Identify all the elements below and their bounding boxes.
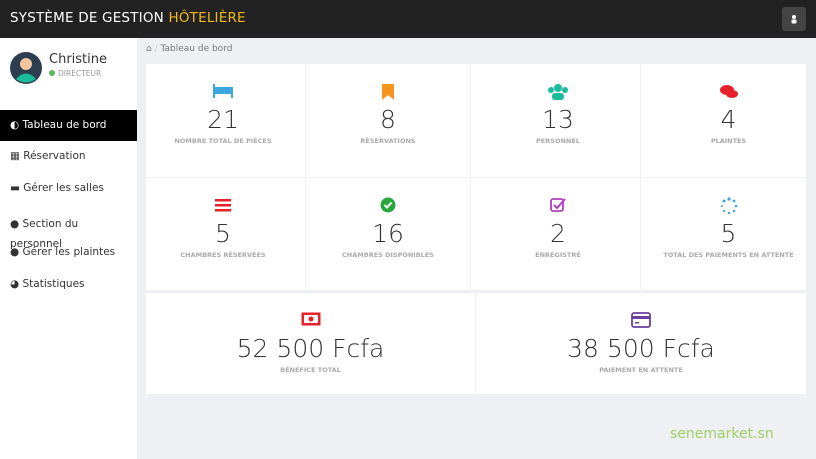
menu-item[interactable]: ● Gérer les plaintes — [10, 246, 116, 258]
stat-label: CHAMBRES DISPONIBLES — [342, 251, 434, 259]
total-value: 52 500 Fcfa — [236, 334, 385, 363]
menu-item[interactable]: ◕ Statistiques — [10, 278, 85, 290]
total-label: PAIEMENT EN ATTENTE — [599, 366, 683, 374]
role: DIRECTEUR — [58, 69, 102, 78]
total-label: BÉNÉFICE TOTAL — [280, 366, 341, 374]
stat-label: NOMBRE TOTAL DE PIÈCES — [174, 137, 272, 145]
menu-item[interactable]: ● Section du personnel — [10, 218, 79, 250]
check-icon — [380, 197, 396, 213]
bookmark-icon — [382, 84, 394, 100]
stats-row — [146, 178, 806, 290]
total-value: 38 500 Fcfa — [567, 334, 715, 363]
stat-label: RÉSERVATIONS — [360, 137, 416, 145]
app-title: SYSTÈME DE GESTION HÔTELIÈRE — [10, 10, 246, 26]
menu-label: Statistiques — [22, 278, 85, 290]
breadcrumb: ⌂ / Tableau de bord — [146, 44, 233, 54]
stat-label: CHAMBRES RÉSERVÉES — [180, 251, 266, 259]
total-card: 38 500 Fcfa PAIEMENT EN ATTENTE — [476, 293, 806, 406]
stat-card: 2 ENREGISTRÉ — [476, 178, 641, 291]
stat-value: 5 — [720, 219, 737, 248]
stat-value: 5 — [215, 219, 231, 248]
menu-item[interactable]: ▦ Réservation — [10, 150, 86, 162]
users-icon — [548, 84, 568, 100]
sidebar: Christine DIRECTEUR ◐ Tableau de bord ▦ … — [0, 38, 137, 459]
watermark: senemarket.sn — [670, 426, 774, 442]
menu-item[interactable]: ◐ Tableau de bord — [0, 110, 137, 141]
stat-card: 8 RÉSERVATIONS — [306, 64, 471, 177]
stat-label: ENREGISTRÉ — [535, 251, 581, 259]
stat-card: 5 CHAMBRES RÉSERVÉES — [141, 178, 306, 291]
menu-label: Gérer les salles — [23, 182, 104, 194]
user-button[interactable] — [782, 7, 806, 31]
menu-label: Gérer les plaintes — [22, 246, 116, 258]
stat-value: 2 — [550, 219, 566, 248]
stat-label: PERSONNEL — [536, 137, 580, 145]
stats-row — [146, 64, 806, 177]
comments-icon — [719, 85, 738, 98]
stat-label: PLAINTES — [710, 137, 747, 145]
user-name: Christine — [49, 52, 107, 67]
top-bar: SYSTÈME DE GESTION HÔTELIÈRE — [0, 0, 816, 38]
check-square-icon — [550, 198, 566, 212]
stat-card: 5 TOTAL DES PAIEMENTS EN ATTENTE — [646, 178, 811, 291]
totals-row — [146, 293, 806, 394]
title: SYSTÈME DE GESTION — [10, 10, 164, 26]
spinner-icon — [720, 197, 737, 215]
avatar — [10, 52, 42, 84]
total-card: 52 500 Fcfa BÉNÉFICE TOTAL — [146, 293, 476, 406]
user-role: DIRECTEUR — [49, 69, 101, 78]
menu-label: Réservation — [23, 150, 86, 162]
menu-label: Tableau de bord — [22, 119, 107, 131]
stat-value: 21 — [207, 105, 239, 134]
stat-card: 13 PERSONNEL — [476, 64, 641, 177]
stat-card: 16 CHAMBRES DISPONIBLES — [306, 178, 471, 291]
stat-value: 13 — [542, 105, 574, 134]
stat-label: TOTAL DES PAIEMENTS EN ATTENTE — [663, 251, 794, 259]
stat-value: 8 — [380, 105, 396, 134]
title-highlight: HÔTELIÈRE — [168, 10, 246, 26]
menu-label: Section du personnel — [10, 218, 79, 250]
user-icon — [791, 15, 797, 24]
stat-card: 21 NOMBRE TOTAL DE PIÈCES — [141, 64, 306, 177]
list-icon — [215, 199, 231, 212]
menu-item[interactable]: ▬ Gérer les salles — [10, 182, 104, 194]
card-icon — [631, 312, 651, 328]
stat-value: 4 — [720, 105, 737, 134]
money-icon — [301, 312, 320, 326]
stat-card: 4 PLAINTES — [646, 64, 811, 177]
bed-icon — [213, 84, 233, 98]
breadcrumb-item[interactable]: Tableau de bord — [160, 44, 233, 54]
stat-value: 16 — [372, 219, 404, 248]
